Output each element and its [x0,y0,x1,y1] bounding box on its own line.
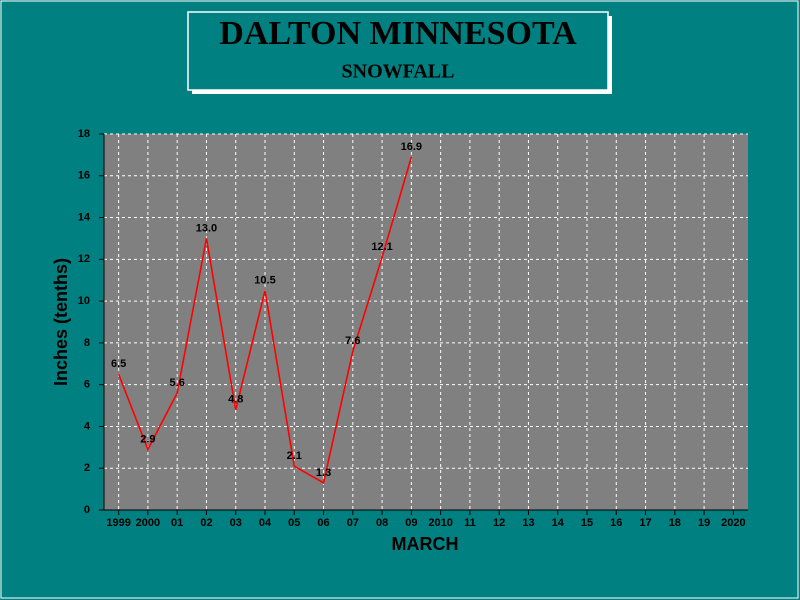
x-tick-label: 17 [639,517,651,529]
x-tick-label: 03 [230,517,242,529]
x-tick-label: 02 [200,517,212,529]
y-tick-label: 18 [78,128,90,140]
y-tick-label: 12 [78,253,90,265]
y-axis-label: Inches (tenths) [51,258,71,386]
x-tick-label: 09 [405,517,417,529]
y-tick-label: 0 [84,504,90,516]
y-tick-label: 10 [78,295,90,307]
y-tick-label: 4 [84,420,91,432]
x-tick-label: 08 [376,517,388,529]
data-label: 13.0 [196,222,217,234]
x-tick-label: 16 [610,517,622,529]
data-label: 10.5 [254,275,275,287]
x-tick-label: 1999 [106,517,130,529]
x-tick-label: 11 [464,517,476,529]
data-label: 6.5 [111,358,126,370]
x-tick-label: 18 [669,517,681,529]
x-tick-label: 15 [581,517,593,529]
data-label: 12.1 [371,241,392,253]
x-tick-label: 05 [288,517,300,529]
x-tick-label: 12 [493,517,505,529]
y-tick-label: 6 [84,379,90,391]
data-label: 4.8 [228,394,243,406]
x-tick-label: 13 [522,517,534,529]
data-label: 5.6 [170,377,185,389]
y-tick-label: 14 [78,211,91,223]
x-tick-label: 07 [347,517,359,529]
x-axis-label: MARCH [392,534,459,554]
data-label: 2.9 [140,433,155,445]
title-box [187,11,609,91]
x-tick-label: 06 [317,517,329,529]
y-tick-label: 16 [78,170,90,182]
x-tick-label: 14 [552,517,565,529]
data-label: 16.9 [401,141,422,153]
y-tick-label: 2 [84,462,90,474]
x-tick-label: 01 [171,517,183,529]
chart-subtitle: SNOWFALL [342,61,455,83]
plot-area [104,134,748,510]
x-tick-label: 2000 [136,517,160,529]
x-tick-label: 2020 [721,517,745,529]
line [117,156,413,485]
chart-title: DALTON MINNESOTA [219,15,577,52]
x-tick-label: 2010 [428,517,452,529]
data-label: 1.3 [316,467,331,479]
x-tick-label: 19 [698,517,710,529]
x-tick-label: 04 [259,517,272,529]
data-label: 2.1 [287,450,302,462]
y-tick-label: 8 [84,337,90,349]
data-label: 7.6 [345,335,360,347]
